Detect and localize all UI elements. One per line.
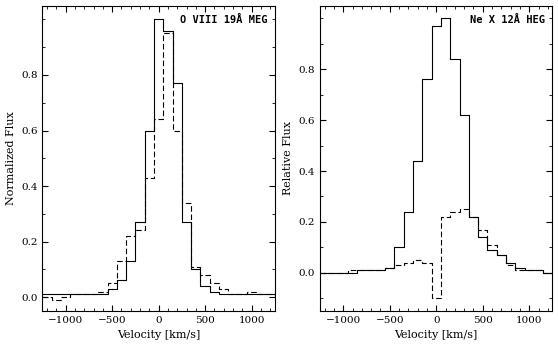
Y-axis label: Relative Flux: Relative Flux xyxy=(283,121,293,195)
X-axis label: Velocity [km/s]: Velocity [km/s] xyxy=(395,330,478,340)
Text: O VIII 19Å MEG: O VIII 19Å MEG xyxy=(180,15,268,25)
Text: Ne X 12Å HEG: Ne X 12Å HEG xyxy=(470,15,546,25)
X-axis label: Velocity [km/s]: Velocity [km/s] xyxy=(117,330,200,340)
Y-axis label: Normalized Flux: Normalized Flux xyxy=(6,111,16,205)
